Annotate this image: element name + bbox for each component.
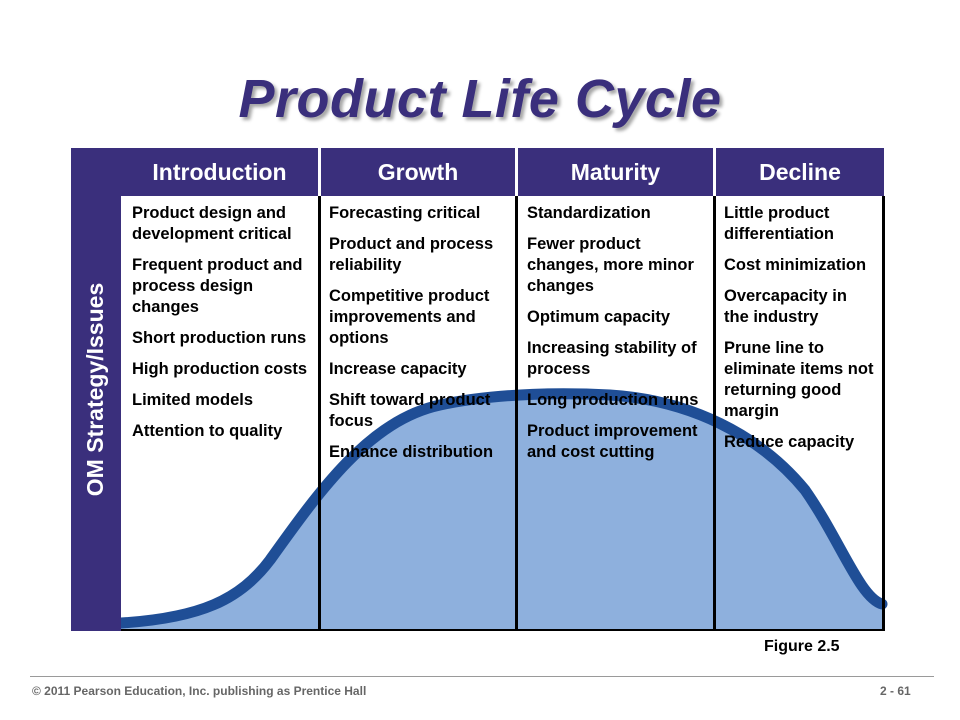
list-item: Overcapacity in the industry	[724, 287, 847, 326]
list-item: Limited models	[132, 391, 254, 409]
list-item: Optimum capacity	[527, 308, 671, 326]
stage-column-growth: Forecasting critical Product and process…	[329, 203, 511, 473]
list-item: Enhance distribution	[329, 443, 494, 461]
footer-copyright: © 2011 Pearson Education, Inc. publishin…	[32, 684, 367, 698]
list-item: Forecasting critical	[329, 204, 481, 222]
list-item: Product and process reliability	[329, 235, 494, 274]
figure-label: Figure 2.5	[764, 638, 840, 655]
stage-header-introduction: Introduction	[121, 148, 318, 196]
list-item: Short production runs	[132, 329, 307, 347]
column-divider	[713, 196, 716, 631]
list-item: Cost minimization	[724, 256, 867, 274]
list-item: Frequent product and process design chan…	[132, 256, 303, 316]
list-item: Competitive product improvements and opt…	[329, 287, 490, 347]
stage-header-growth: Growth	[321, 148, 515, 196]
list-item: Increasing stability of process	[527, 339, 697, 378]
side-label: OM Strategy/Issues	[82, 282, 109, 497]
footer-page-number: 2 - 61	[880, 684, 911, 698]
column-divider	[882, 196, 885, 631]
footer-divider	[30, 676, 934, 677]
stage-column-introduction: Product design and development critical …	[132, 203, 310, 452]
slide-title: Product Life Cycle	[238, 69, 722, 129]
list-item: Prune line to eliminate items not return…	[724, 339, 874, 420]
side-label-container: OM Strategy/Issues	[71, 148, 121, 631]
list-item: Increase capacity	[329, 360, 467, 378]
list-item: Fewer product changes, more minor change…	[527, 235, 694, 295]
column-divider	[515, 196, 518, 631]
stage-column-decline: Little product differentiation Cost mini…	[724, 203, 876, 463]
list-item: Little product differentiation	[724, 204, 834, 243]
curve-fill-area	[121, 393, 882, 631]
column-divider	[318, 196, 321, 631]
list-item: Standardization	[527, 204, 651, 222]
list-item: Attention to quality	[132, 422, 283, 440]
list-item: Product design and development critical	[132, 204, 292, 243]
stage-header-decline: Decline	[716, 148, 884, 196]
stage-header-maturity: Maturity	[518, 148, 713, 196]
list-item: High production costs	[132, 360, 308, 378]
list-item: Reduce capacity	[724, 433, 855, 451]
stage-column-maturity: Standardization Fewer product changes, m…	[527, 203, 707, 473]
list-item: Long production runs	[527, 391, 699, 409]
side-panel	[71, 148, 121, 631]
list-item: Product improvement and cost cutting	[527, 422, 698, 461]
list-item: Shift toward product focus	[329, 391, 491, 430]
curve-line	[115, 388, 888, 629]
